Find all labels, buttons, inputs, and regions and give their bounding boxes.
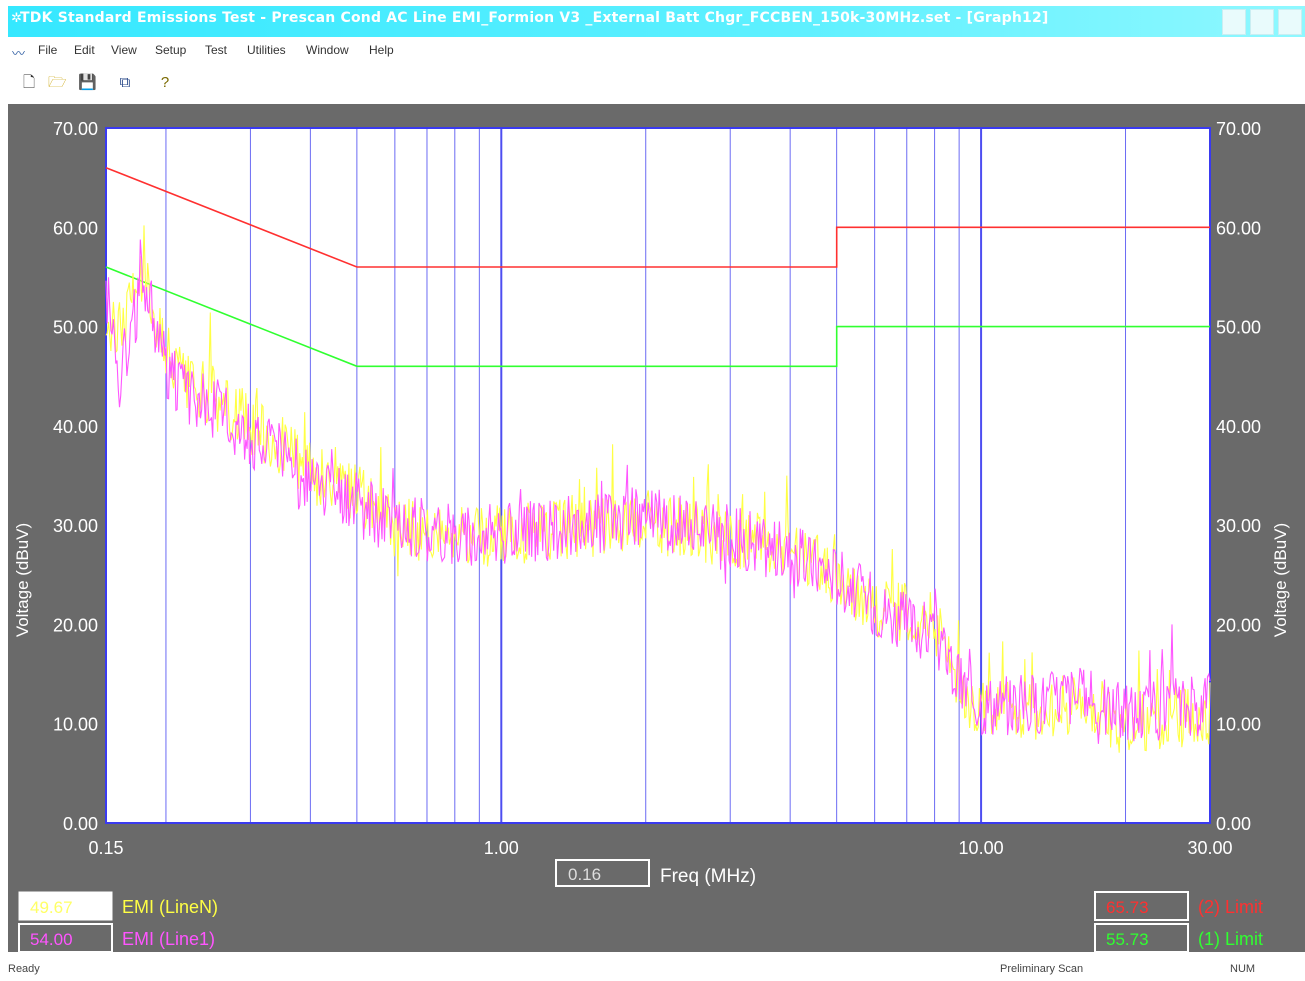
y-tick-label-right: 50.00 xyxy=(1216,318,1261,338)
menu-window[interactable]: Window xyxy=(306,43,349,57)
legend-limit2-value: 65.73 xyxy=(1106,898,1149,917)
y-tick-label-left: 10.00 xyxy=(53,715,98,735)
chart-series xyxy=(105,166,1211,753)
title-bar-background xyxy=(8,6,1305,37)
title-bar: ✲ TDK Standard Emissions Test - Prescan … xyxy=(0,0,1305,40)
y-tick-label-right: 10.00 xyxy=(1216,715,1261,735)
freq-readout-box[interactable] xyxy=(555,859,650,887)
status-bar: Ready Preliminary Scan NUM xyxy=(0,952,1305,981)
legend-line1-value: 54.00 xyxy=(30,930,73,949)
legend-limit1-value: 55.73 xyxy=(1106,930,1149,949)
open-icon[interactable]: 🗁 xyxy=(48,74,67,91)
y-tick-label-left: 40.00 xyxy=(53,417,98,437)
y-tick-label-right: 70.00 xyxy=(1216,119,1261,139)
y-tick-label-right: 20.00 xyxy=(1216,615,1261,635)
y-tick-label-right: 40.00 xyxy=(1216,417,1261,437)
graph-icon[interactable]: 〰 xyxy=(12,46,26,61)
legend-limit2-label: (2) Limit xyxy=(1198,897,1263,917)
toolbar: 🗋 🗁 💾 ⧉ ? xyxy=(0,66,1305,98)
y-axis-label-left: Voltage (dBuV) xyxy=(13,523,32,637)
status-num: NUM xyxy=(1230,963,1256,975)
y-tick-label-right: 0.00 xyxy=(1216,814,1251,834)
menu-utilities[interactable]: Utilities xyxy=(247,43,286,57)
y-tick-label-left: 30.00 xyxy=(53,516,98,536)
x-axis-label: Freq (MHz) xyxy=(660,866,756,887)
plot-frame xyxy=(105,127,1211,824)
legend-linen-label: EMI (LineN) xyxy=(122,897,218,917)
menu-edit[interactable]: Edit xyxy=(74,43,95,57)
y-tick-label-right: 60.00 xyxy=(1216,218,1261,238)
app-icon: ✲ xyxy=(11,10,22,25)
close-button[interactable] xyxy=(1278,9,1302,35)
series-emi-line1- xyxy=(105,239,1211,744)
emissions-chart: 0.00 0.00 10.00 10.00 20.00 20.00 30.00 30.00 40… xyxy=(13,119,1290,953)
menu-help[interactable]: Help xyxy=(369,43,394,57)
save-icon[interactable]: 💾 xyxy=(78,74,97,91)
menu-view[interactable]: View xyxy=(111,43,137,57)
menu-file[interactable]: File xyxy=(38,43,58,57)
window-title: TDK Standard Emissions Test - Prescan Co… xyxy=(20,10,1049,26)
x-tick-label: 30.00 xyxy=(1187,838,1232,858)
minimize-button[interactable] xyxy=(1222,9,1246,35)
y-axis-label-right: Voltage (dBuV) xyxy=(1271,523,1290,637)
freq-readout-value: 0.16 xyxy=(568,865,601,884)
status-ready: Ready xyxy=(8,963,40,975)
maximize-button[interactable] xyxy=(1250,9,1274,35)
y-tick-label-right: 30.00 xyxy=(1216,516,1261,536)
x-tick-label: 10.00 xyxy=(959,838,1004,858)
y-tick-label-left: 0.00 xyxy=(63,814,98,834)
series--1-limit xyxy=(105,266,1210,368)
y-tick-label-left: 60.00 xyxy=(53,218,98,238)
x-tick-label: 1.00 xyxy=(484,838,519,858)
y-tick-label-left: 70.00 xyxy=(53,119,98,139)
series--2-limit xyxy=(105,166,1210,268)
menu-bar: 〰 File Edit View Setup Test Utilities Wi… xyxy=(0,40,1305,62)
y-tick-label-left: 50.00 xyxy=(53,318,98,338)
graph-panel: 0.00 0.00 10.00 10.00 20.00 20.00 30.00 30.00 40… xyxy=(8,104,1305,953)
legend-linen-value: 49.67 xyxy=(30,898,73,917)
status-scan-mode: Preliminary Scan xyxy=(1000,963,1084,975)
menu-test[interactable]: Test xyxy=(205,43,228,57)
legend-linen-value-box[interactable] xyxy=(18,891,113,921)
new-icon[interactable]: 🗋 xyxy=(22,74,36,91)
legend-limit1-label: (1) Limit xyxy=(1198,929,1263,949)
axis-labels: 0.00 0.00 10.00 10.00 20.00 20.00 30.00 30.00 40… xyxy=(53,119,1261,858)
menu-setup[interactable]: Setup xyxy=(155,43,187,57)
legend-limit2-value-box[interactable] xyxy=(1094,891,1189,921)
copy-icon[interactable]: ⧉ xyxy=(119,74,131,91)
help-icon[interactable]: ? xyxy=(160,74,170,91)
legend-line1-label: EMI (Line1) xyxy=(122,929,215,949)
x-tick-label: 0.15 xyxy=(88,838,123,858)
y-tick-label-left: 20.00 xyxy=(53,615,98,635)
